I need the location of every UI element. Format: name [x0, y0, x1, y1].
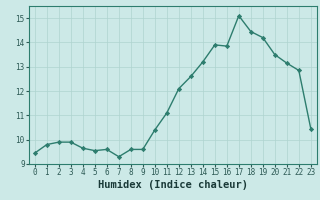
X-axis label: Humidex (Indice chaleur): Humidex (Indice chaleur)	[98, 180, 248, 190]
